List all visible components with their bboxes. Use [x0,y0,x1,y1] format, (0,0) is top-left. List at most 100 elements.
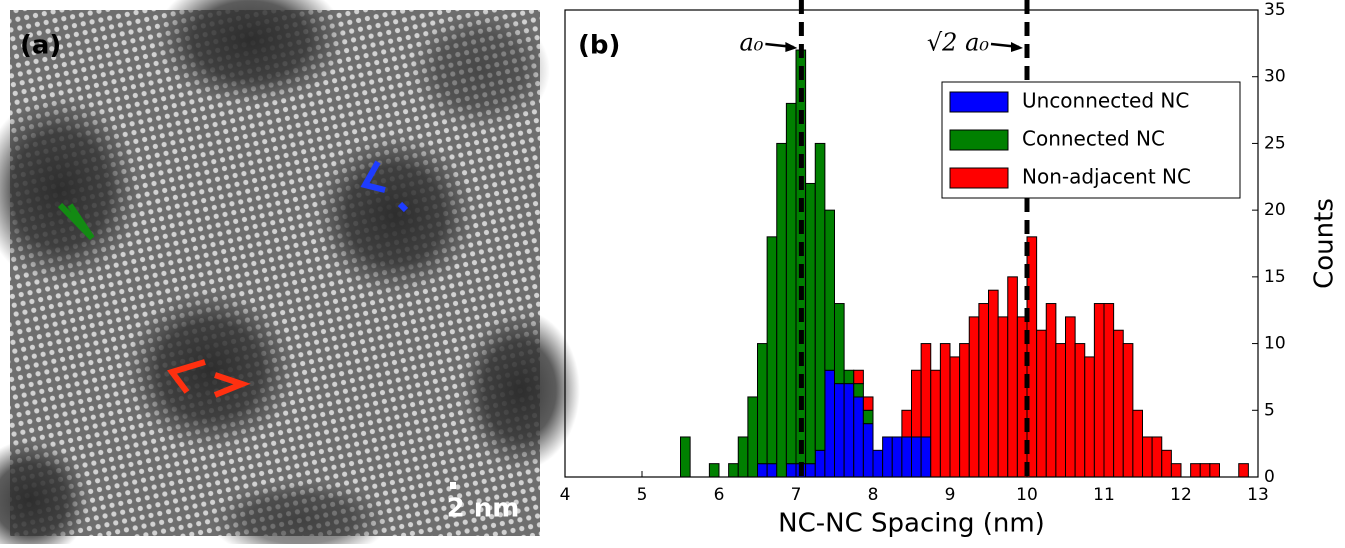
scale-label: 2 nm [447,494,520,524]
bar [1190,463,1201,478]
arrow-head [1011,42,1023,52]
bar [862,423,874,478]
y-tick-label: 10 [1264,334,1286,354]
bar [1036,329,1047,478]
bar [959,343,970,478]
bar [862,396,874,411]
x-tick-label: 5 [637,485,648,505]
y-tick-label: 5 [1264,400,1275,420]
legend-label: Non-adjacent NC [1022,165,1191,189]
x-tick-label: 6 [714,485,725,505]
legend-label: Connected NC [1022,127,1165,151]
annotation: √2 a₀ [927,29,990,57]
bar [853,396,864,478]
arrow-head [785,42,798,52]
bar [1065,316,1076,478]
bar [920,343,932,438]
bar [785,463,797,478]
bar [1055,343,1066,478]
annotation: a₀ [739,29,763,57]
bar [1045,303,1057,478]
bar [891,436,903,478]
bar [1084,356,1095,478]
bar [834,383,845,478]
legend-swatch [949,91,1009,113]
region-markers [57,160,409,398]
bar [920,436,932,478]
bar [747,396,758,478]
bar [1132,409,1143,478]
bar [1113,329,1124,478]
panel-label: (a) [20,31,61,61]
bar [911,369,922,438]
bar [805,463,816,478]
bar [1103,303,1115,478]
x-axis-label: NC-NC Spacing (nm) [778,509,1045,539]
bar [1238,463,1249,478]
bar [1199,463,1211,478]
bar [1122,343,1134,478]
bar [988,289,999,478]
legend-swatch [949,129,1009,151]
bar [1074,343,1086,478]
y-tick-label: 0 [1264,467,1275,487]
x-tick-label: 11 [1093,485,1115,505]
bar [814,449,826,478]
bar [824,209,835,371]
bar [901,436,912,478]
bar [911,436,922,478]
y-tick-label: 20 [1264,200,1286,220]
x-tick-label: 8 [868,485,879,505]
bar [949,356,961,478]
x-tick-label: 4 [560,485,571,505]
y-tick-label: 30 [1264,67,1286,87]
bar [757,463,768,478]
bar [805,182,816,465]
legend-swatch [949,167,1009,189]
bar [843,383,855,478]
bar [930,369,941,478]
bar [680,436,691,478]
panel-label: (b) [578,31,620,61]
y-axis-label: Counts [1310,198,1340,289]
bar [843,369,855,385]
bar [834,303,845,385]
bar [766,236,778,465]
bar [853,369,864,385]
bar [1151,436,1163,478]
dark-regions [0,0,580,548]
legend: Unconnected NC Connected NC Non-adjacent N… [941,81,1241,199]
bar [766,463,778,478]
bar [1007,276,1018,478]
x-tick-label: 12 [1170,485,1192,505]
bar [968,316,980,478]
bar [1093,303,1105,478]
x-tick-label: 9 [945,485,956,505]
bar [824,369,835,478]
plot-frame [564,9,1259,478]
bar [901,409,912,438]
y-tick-label: 15 [1264,267,1286,287]
bar [814,142,826,451]
bar [1161,449,1172,478]
bar [1209,463,1220,478]
bar [862,409,874,425]
bar [785,102,797,465]
bar [872,449,884,478]
x-tick-label: 10 [1016,485,1038,505]
bar [1170,463,1182,478]
bar [997,316,1009,478]
bar [882,436,893,478]
micrograph-panel: 2 nm (a) [0,0,580,548]
bar [853,383,864,398]
bar [776,142,787,478]
scale-bar [450,482,456,489]
bar [757,343,768,465]
y-tick-label: 25 [1264,133,1286,153]
bar [708,463,720,478]
bar [978,303,989,478]
bar [728,463,739,478]
y-tick-label: 35 [1264,0,1286,20]
